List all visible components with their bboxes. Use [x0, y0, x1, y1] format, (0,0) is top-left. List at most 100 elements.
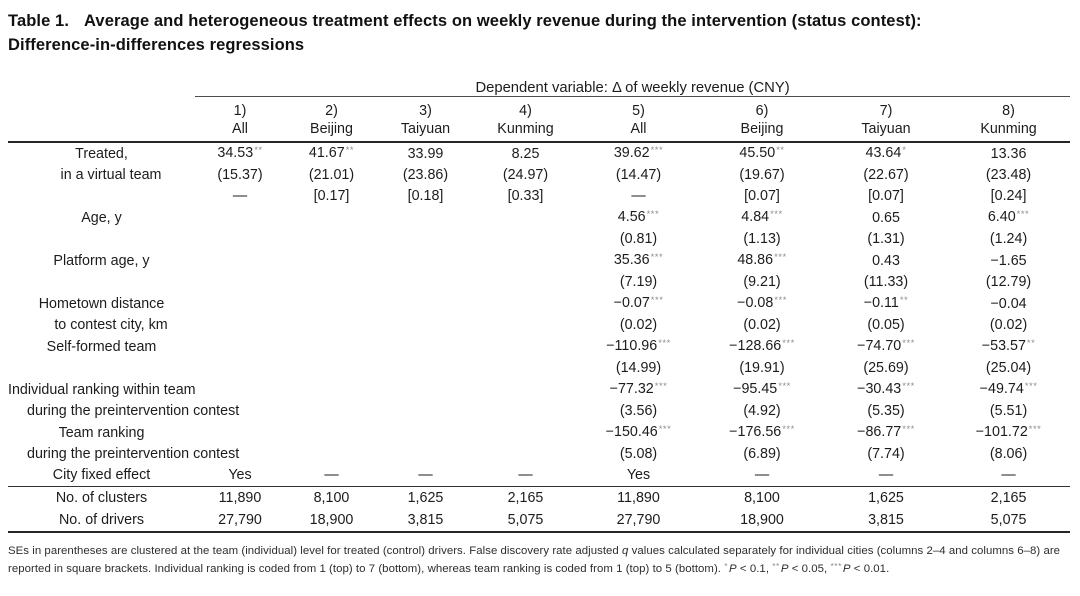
table-row: Platform age, y 35.36*** 48.86*** 0.43 −1.65 [8, 250, 1070, 272]
cell: 4.84*** [741, 208, 783, 226]
cell [285, 379, 378, 401]
regression-table: Dependent variable: Δ of weekly revenue … [8, 67, 1071, 533]
cell: (8.06) [989, 446, 1028, 462]
cell: 48.86*** [737, 251, 787, 269]
cell: — [1001, 467, 1016, 483]
table-row: Age, y 4.56*** 4.84*** 0.65 6.40*** [8, 207, 1070, 229]
cell [473, 444, 578, 465]
spacer-cell [8, 119, 195, 143]
significance-stars: ** [345, 144, 355, 156]
cell: (9.21) [743, 274, 781, 290]
cell: — [324, 467, 339, 483]
cell: 35.36*** [613, 251, 664, 269]
cell [378, 207, 473, 229]
cell [285, 401, 378, 422]
column-name: Taiyuan [825, 119, 947, 143]
cell: (0.02) [989, 317, 1028, 333]
row-label: Treated, [75, 145, 128, 162]
table-row: Hometown distance −0.07*** −0.08*** −0.11**… [8, 293, 1070, 315]
cell: −53.57** [981, 337, 1036, 355]
row-label: in a virtual team [60, 167, 162, 183]
cell [195, 379, 285, 401]
cell: (7.74) [867, 446, 905, 462]
significance-stars: *** [778, 380, 791, 392]
cell: (25.69) [863, 360, 909, 376]
cell: (0.81) [619, 231, 658, 247]
footnote-italic: P [842, 562, 851, 575]
column-name: Taiyuan [378, 119, 473, 143]
column-name: All [195, 119, 285, 143]
cell: [0.24] [990, 188, 1027, 204]
cell: −0.04 [990, 295, 1027, 312]
cell [195, 229, 285, 250]
summary-row: No. of clusters 11,890 8,100 1,625 2,165 11,8… [8, 486, 1071, 509]
cell: 43.64* [865, 144, 907, 162]
significance-stars: *** [1024, 380, 1038, 392]
cell [195, 358, 285, 379]
cell: 11,890 [195, 486, 285, 509]
cell [473, 229, 578, 250]
spacer-cell [8, 96, 195, 119]
table-title-line2: Difference-in-differences regressions [8, 36, 305, 54]
cell: — [754, 467, 770, 483]
column-number: 8) [1002, 103, 1015, 119]
cell: 2,165 [947, 486, 1071, 509]
significance-stars: *** [774, 251, 787, 263]
column-number: 4) [519, 103, 532, 119]
cell: [0.07] [868, 188, 904, 204]
table-row: Self-formed team −110.96*** −128.66*** −74.… [8, 336, 1070, 358]
cell [195, 336, 285, 358]
cell [378, 358, 473, 379]
cell: — [232, 188, 248, 204]
cell: (1.31) [867, 231, 905, 247]
cell [378, 444, 473, 465]
cell [195, 293, 285, 315]
table-title: Table 1. Average and heterogeneous treatm… [8, 9, 1070, 57]
column-name: Beijing [285, 119, 378, 143]
column-number: 3) [419, 103, 432, 119]
row-label: Individual ranking within team [8, 381, 196, 398]
table-row: (0.81) (1.13) (1.31) (1.24) [8, 229, 1070, 250]
cell: (15.37) [217, 167, 263, 183]
cell: (4.92) [743, 403, 781, 419]
row-label: Age, y [81, 209, 122, 226]
table-row: City fixed effect Yes — — — Yes — — — [8, 465, 1070, 487]
cell: 13.36 [990, 145, 1027, 162]
cell: (21.01) [308, 167, 355, 183]
significance-stars: *** [830, 560, 842, 571]
cell: (23.86) [402, 167, 449, 183]
cell: 4.56*** [617, 208, 660, 226]
column-number: 7) [879, 103, 893, 119]
table-row: Treated, 34.53** 41.67** 33.99 8.25 39.62*** 4… [8, 142, 1070, 165]
significance-stars: *** [650, 144, 664, 156]
row-label: during the preintervention contest [27, 446, 240, 462]
cell [378, 379, 473, 401]
significance-stars: ** [776, 144, 785, 156]
cell: (22.67) [863, 167, 909, 183]
table-row: (14.99) (19.91) (25.69) (25.04) [8, 358, 1070, 379]
table-row: — [0.17] [0.18] [0.33] — [0.07] [0.07] [0.24] [8, 186, 1070, 207]
significance-stars: * [724, 560, 729, 571]
cell: 18,900 [309, 512, 354, 528]
cell [378, 293, 473, 315]
row-label: No. of clusters [8, 486, 195, 509]
cell [285, 315, 378, 336]
cell: (11.33) [863, 274, 909, 290]
cell: (14.47) [615, 167, 662, 183]
cell [285, 422, 378, 444]
cell: (19.67) [739, 167, 785, 183]
cell: (19.91) [739, 360, 785, 376]
cell [473, 358, 578, 379]
significance-stars: *** [1016, 208, 1030, 220]
footnote-italic: P [780, 562, 789, 575]
cell: −0.08*** [737, 294, 787, 312]
table-row: in a virtual team (15.37) (21.01) (23.86) (2… [8, 165, 1070, 186]
cell [378, 229, 473, 250]
table-row: (7.19) (9.21) (11.33) (12.79) [8, 272, 1070, 293]
table-title-line1: Average and heterogeneous treatment effe… [84, 12, 922, 30]
cell [378, 250, 473, 272]
row-label [8, 272, 195, 293]
cell: (1.13) [743, 231, 781, 247]
cell: 34.53** [217, 144, 263, 162]
cell: 11,890 [578, 486, 699, 509]
